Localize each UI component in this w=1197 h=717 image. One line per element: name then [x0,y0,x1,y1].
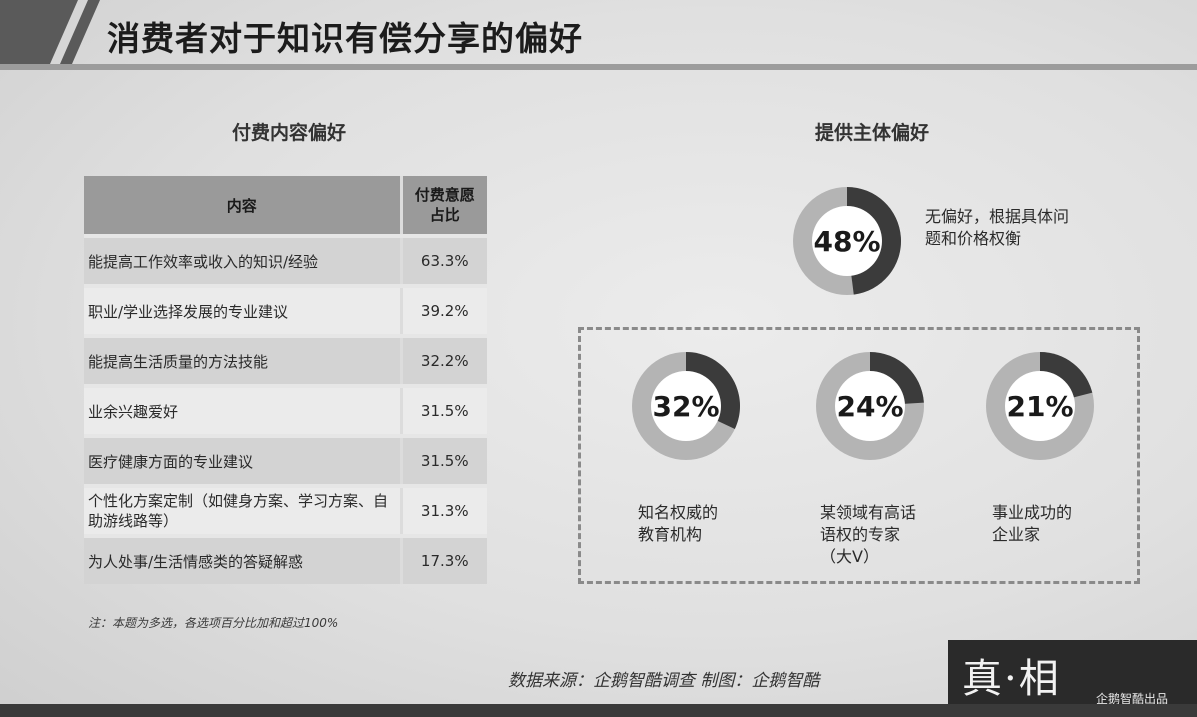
table-row: 个性化方案定制（如健身方案、学习方案、自助游线路等） 31.3% [84,484,487,536]
data-source: 数据来源：企鹅智酷调查 制图：企鹅智酷 [508,671,820,691]
bottom-stripe [0,704,1197,717]
table-header-row: 内容 付费意愿 占比 [84,176,487,236]
donut-chart-no-preference: 48% [793,187,901,295]
page-title: 消费者对于知识有偿分享的偏好 [107,19,583,58]
desc-line: 事业成功的 [992,503,1073,522]
table-row: 医疗健康方面的专业建议 31.5% [84,434,487,486]
row-content: 为人处事/生活情感类的答疑解惑 [84,534,403,584]
donut-desc-education-institution: 知名权威的 教育机构 [638,502,718,546]
row-content: 职业/学业选择发展的专业建议 [84,284,403,336]
desc-line: 教育机构 [638,525,703,544]
row-percentage: 63.3% [401,234,487,286]
donut-hole [651,371,721,441]
donut-value-label: 32% [652,390,719,423]
table-row: 业余兴趣爱好 31.5% [84,384,487,436]
donut-hole [835,371,905,441]
row-percentage: 31.5% [401,384,487,436]
row-content: 医疗健康方面的专业建议 [84,434,403,486]
table-header-pct-line2: 占比 [429,206,460,224]
row-content: 能提高工作效率或收入的知识/经验 [84,234,403,286]
row-percentage: 32.2% [401,334,487,386]
table-header-pct-line1: 付费意愿 [414,186,475,204]
table-row: 职业/学业选择发展的专业建议 39.2% [84,284,487,336]
donut-desc-expert: 某领域有高话 语权的专家 （大V） [820,502,916,568]
row-content: 能提高生活质量的方法技能 [84,334,403,386]
title-bar-stripes [0,0,1197,70]
row-percentage: 31.5% [401,434,487,486]
table-header-content: 内容 [84,176,403,236]
table-row: 为人处事/生活情感类的答疑解惑 17.3% [84,534,487,584]
row-percentage: 17.3% [401,534,487,584]
row-content: 个性化方案定制（如健身方案、学习方案、自助游线路等） [84,484,403,536]
row-content: 业余兴趣爱好 [84,384,403,436]
table-section-title: 付费内容偏好 [232,122,347,144]
donut-chart-expert: 24% [816,352,924,460]
desc-line: 题和价格权衡 [925,229,1022,248]
desc-line: 企业家 [992,525,1041,544]
donut-chart-entrepreneur: 21% [986,352,1094,460]
desc-line: 某领域有高话 [820,503,917,522]
title-bar: 消费者对于知识有偿分享的偏好 [0,0,1197,76]
donut-value-label: 48% [813,225,880,258]
donut-hole [1005,371,1075,441]
donut-hole [812,206,882,276]
desc-line: 语权的专家 [820,525,901,544]
donut-desc-no-preference: 无偏好，根据具体问 题和价格权衡 [925,206,1069,250]
brand-logo: 真·相 [962,656,1061,702]
table-row: 能提高工作效率或收入的知识/经验 63.3% [84,234,487,286]
desc-line: （大V） [820,547,879,566]
table-footnote: 注：本题为多选，各选项百分比加和超过100% [88,616,339,630]
donut-section-title: 提供主体偏好 [815,122,930,144]
provider-group-box [578,327,1140,584]
row-percentage: 31.3% [401,484,487,536]
donut-chart-education-institution: 32% [632,352,740,460]
donut-value-label: 21% [1006,390,1073,423]
table-header-percentage: 付费意愿 占比 [401,176,487,236]
donut-desc-entrepreneur: 事业成功的 企业家 [992,502,1072,546]
table-row: 能提高生活质量的方法技能 32.2% [84,334,487,386]
donut-value-label: 24% [836,390,903,423]
payment-preference-table: 内容 付费意愿 占比 能提高工作效率或收入的知识/经验 63.3% 职业/学业选… [84,176,487,584]
desc-line: 无偏好，根据具体问 [925,207,1070,226]
brand-subtitle: 企鹅智酷出品 [1096,692,1169,706]
desc-line: 知名权威的 [638,503,719,522]
row-percentage: 39.2% [401,284,487,336]
